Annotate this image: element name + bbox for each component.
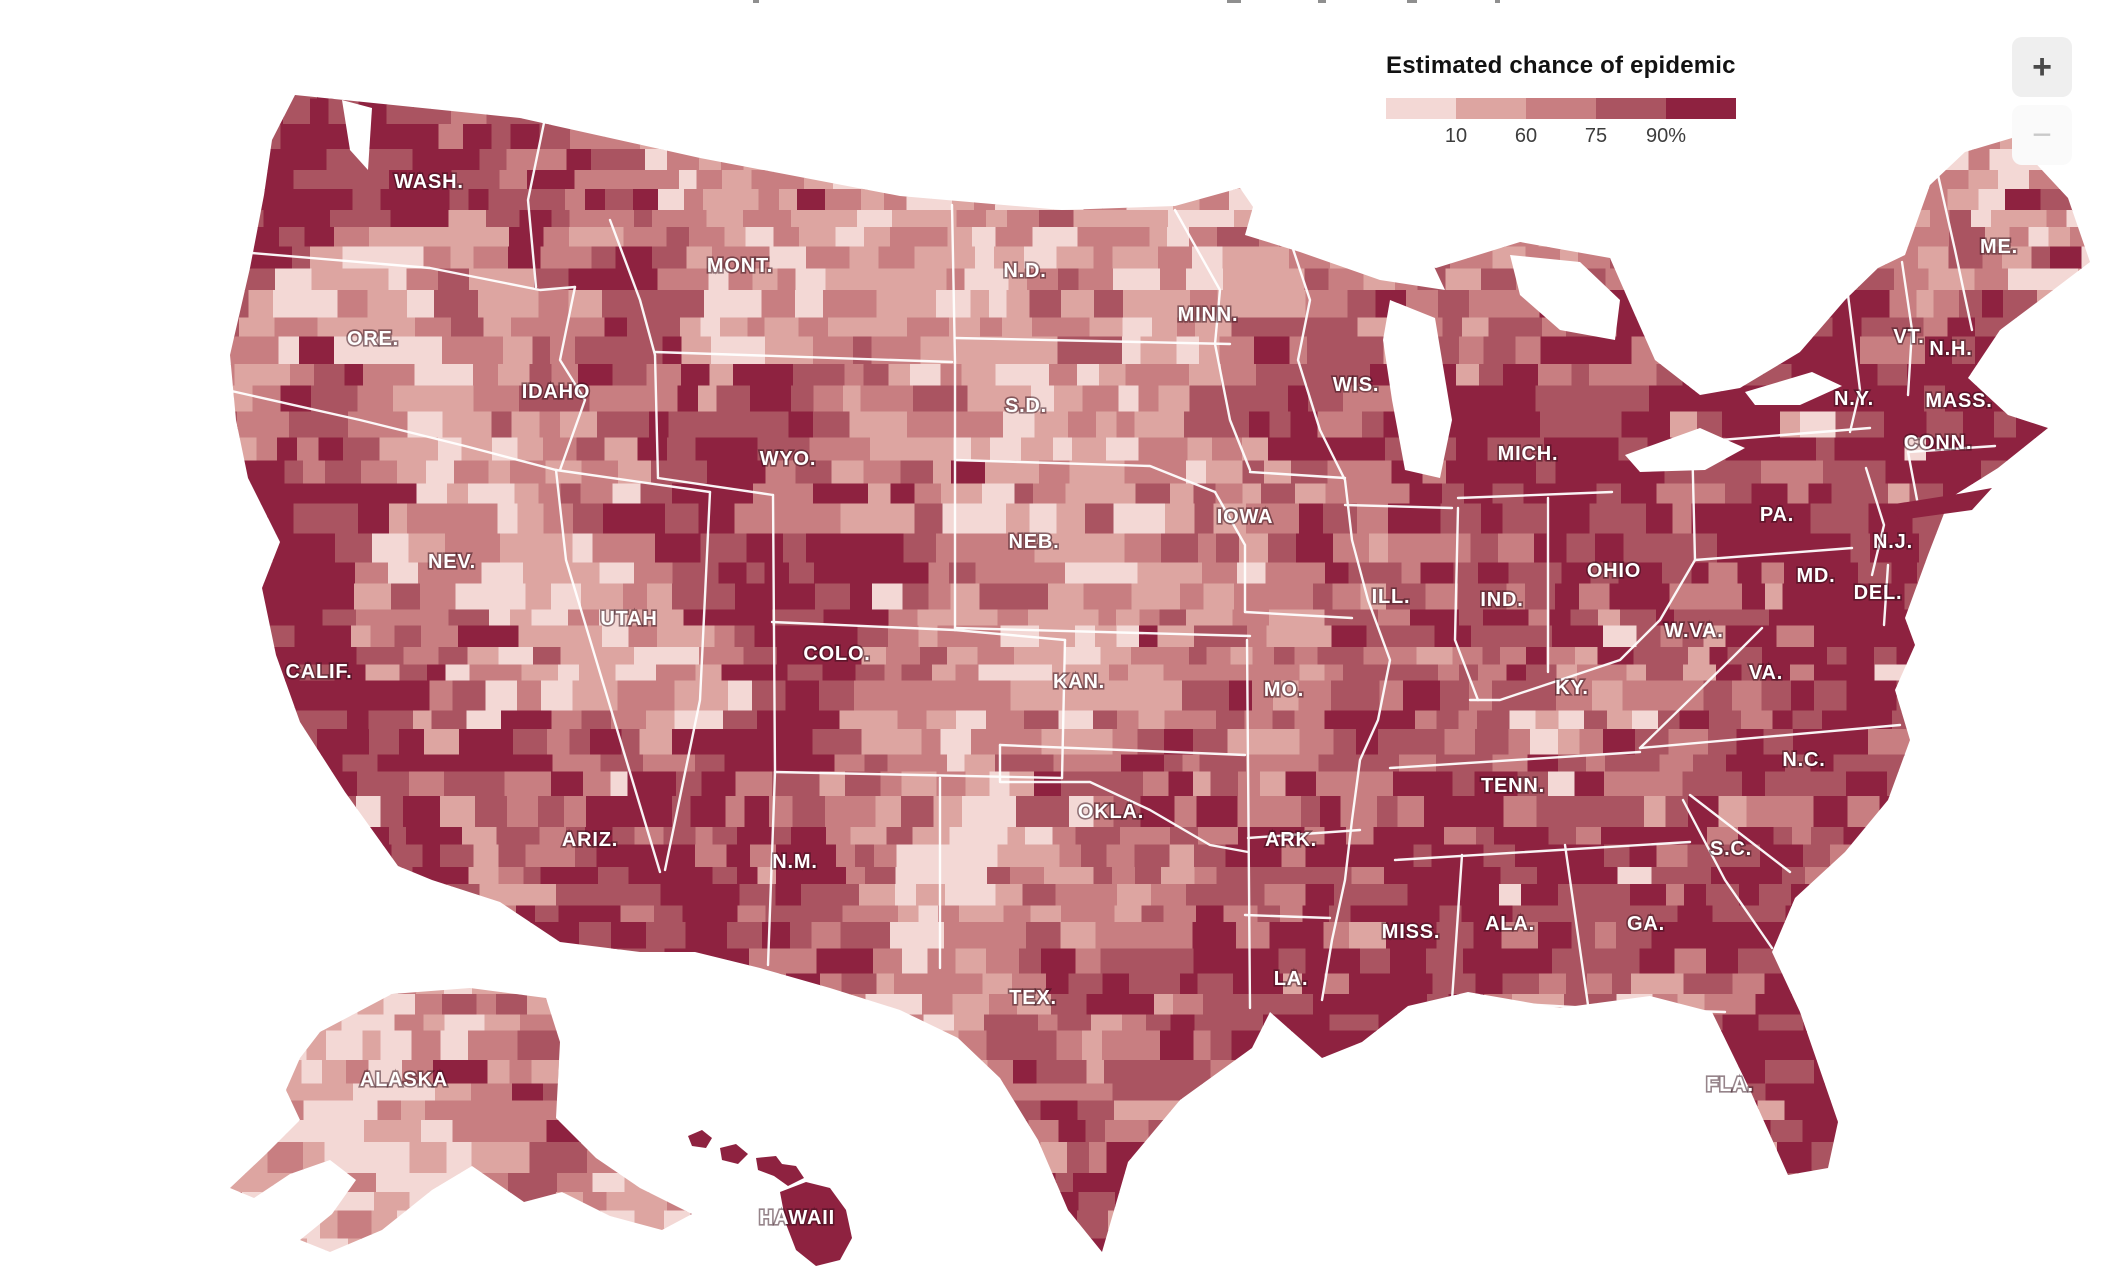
legend-swatch-3 [1596,98,1666,119]
state-label: GA. [1627,913,1665,935]
state-label: MICH. [1498,443,1559,465]
state-label: DEL. [1854,582,1903,604]
state-label: VT. [1893,326,1924,348]
state-label: N.D. [1003,260,1046,282]
state-label: W.VA. [1664,620,1723,642]
state-label: MASS. [1925,390,1992,412]
state-label: MD. [1796,565,1835,587]
state-label: ALA. [1485,913,1535,935]
state-label: ILL. [1372,586,1411,608]
legend-tick: 60 [1514,125,1538,147]
state-label: N.J. [1873,531,1913,553]
state-label: MONT. [707,255,773,277]
legend-tick-labels: 10 60 75 90% [1386,125,1736,151]
state-label: HAWAII [759,1207,835,1229]
state-label: KAN. [1053,671,1105,693]
state-label: IOWA [1217,506,1274,528]
islands [688,488,1992,1266]
state-label: FLA. [1706,1074,1754,1096]
state-label: UTAH [600,608,657,630]
legend-color-scale [1386,98,1736,119]
state-label: PA. [1760,504,1794,526]
zoom-out-button[interactable]: − [2012,105,2072,165]
state-label: N.H. [1929,338,1972,360]
state-label: IDAHO [522,381,590,403]
state-label: OHIO [1587,560,1641,582]
state-label: ORE. [347,328,399,350]
state-label: TEX. [1009,987,1057,1009]
state-label: N.C. [1782,749,1825,771]
legend-swatch-4 [1666,98,1736,119]
state-labels: WASH. ORE. CALIF. NEV. IDAHO MONT. WYO. UTAH COL… [284,169,2019,1230]
great-lakes [342,100,1842,478]
legend-swatch-0 [1386,98,1456,119]
state-label: ME. [1980,236,2018,258]
cropped-text-fragment [1407,0,1417,3]
legend-title: Estimated chance of epidemic [1386,52,1736,79]
state-label: OKLA. [1078,801,1144,823]
state-label: VA. [1749,662,1783,684]
map-zoom-controls: + − [2012,37,2072,173]
state-label: N.M. [772,851,817,873]
state-label: ARK. [1265,829,1317,851]
state-label: COLO. [803,643,870,665]
state-label: LA. [1274,968,1309,990]
state-label: WIS. [1333,374,1380,396]
state-label: MO. [1264,679,1304,701]
state-label: KY. [1555,677,1589,699]
state-label: S.C. [1710,838,1752,860]
cropped-text-fragment [1227,0,1241,3]
state-label: CALIF. [285,661,352,683]
state-label: TENN. [1481,775,1545,797]
state-label: CONN. [1904,432,1972,454]
cropped-text-fragment [1318,0,1326,3]
state-label: ARIZ. [562,829,618,851]
legend: Estimated chance of epidemic 10 60 75 90% [1386,52,1786,151]
state-label: NEB. [1009,531,1060,553]
cropped-text-fragment [1495,0,1500,3]
state-label: MISS. [1382,921,1440,943]
county-mosaic [230,95,2090,1252]
state-label: WYO. [760,448,817,470]
state-label: IND. [1480,589,1523,611]
state-label: MINN. [1178,304,1239,326]
zoom-in-button[interactable]: + [2012,37,2072,97]
legend-swatch-1 [1456,98,1526,119]
state-label: S.D. [1005,395,1047,417]
state-label: N.Y. [1834,388,1874,410]
legend-tick: 10 [1444,125,1468,147]
state-label: NEV. [428,551,476,573]
legend-tick: 75 [1584,125,1608,147]
state-label: ALASKA [360,1069,448,1091]
state-label: WASH. [394,171,464,193]
cropped-text-fragment [753,0,759,3]
legend-swatch-2 [1526,98,1596,119]
state-borders [225,116,1997,1014]
legend-tick: 90% [1645,125,1687,147]
